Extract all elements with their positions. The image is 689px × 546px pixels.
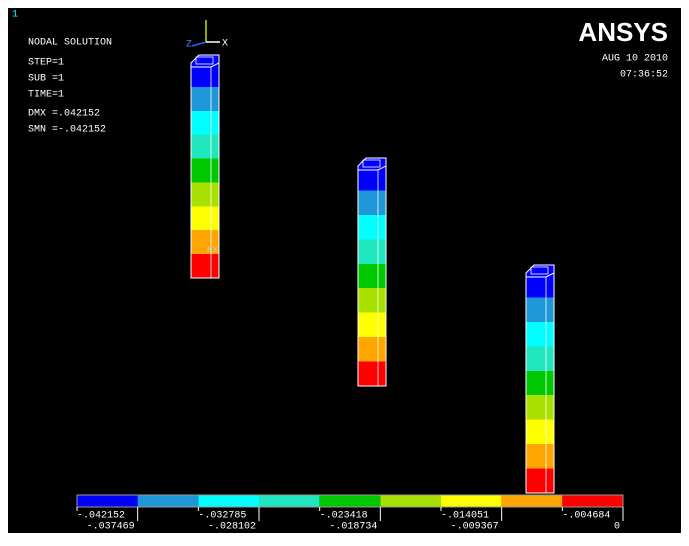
legend-label: 0 xyxy=(614,522,620,533)
legend-swatch xyxy=(380,495,441,507)
step: STEP=1 xyxy=(28,58,64,69)
legend-swatch xyxy=(259,495,320,507)
legend-label: -.037469 xyxy=(87,522,135,533)
legend-swatch xyxy=(320,495,381,507)
viewport xyxy=(8,8,681,533)
sub: SUB =1 xyxy=(28,74,64,85)
legend-swatch xyxy=(502,495,563,507)
logo: ANSYS xyxy=(578,17,668,47)
screen: 1 NODAL SOLUTION STEP=1 SUB =1 TIME=1 DM… xyxy=(0,0,689,541)
legend-label: -.032785 xyxy=(198,511,246,522)
legend-label: -.014051 xyxy=(441,511,489,522)
clock: 07:36:52 xyxy=(620,70,668,81)
smn: SMN =-.042152 xyxy=(28,125,106,136)
date: AUG 10 2010 xyxy=(602,54,668,65)
legend-swatch xyxy=(138,495,199,507)
max-marker: MX xyxy=(207,245,218,255)
legend-label: -.042152 xyxy=(77,511,125,522)
legend-swatch xyxy=(198,495,259,507)
triad-z: Z xyxy=(186,40,192,51)
triad-x: X xyxy=(222,39,228,50)
plot-title: NODAL SOLUTION xyxy=(28,38,112,49)
legend-swatch xyxy=(562,495,623,507)
column-body xyxy=(526,273,554,493)
column xyxy=(526,265,554,493)
legend-label: -.009367 xyxy=(451,522,499,533)
dmx: DMX =.042152 xyxy=(28,109,100,120)
column-body xyxy=(358,166,386,386)
time: TIME=1 xyxy=(28,90,64,101)
window-number: 1 xyxy=(12,10,18,21)
legend-label: -.023418 xyxy=(320,511,368,522)
page: {"window_number": "1", "header": {"title… xyxy=(0,0,689,541)
legend-label: -.004684 xyxy=(562,511,610,522)
legend-swatch xyxy=(441,495,502,507)
legend-label: -.028102 xyxy=(208,522,256,533)
legend-swatch xyxy=(77,495,138,507)
column xyxy=(358,158,386,386)
legend-label: -.018734 xyxy=(329,522,377,533)
